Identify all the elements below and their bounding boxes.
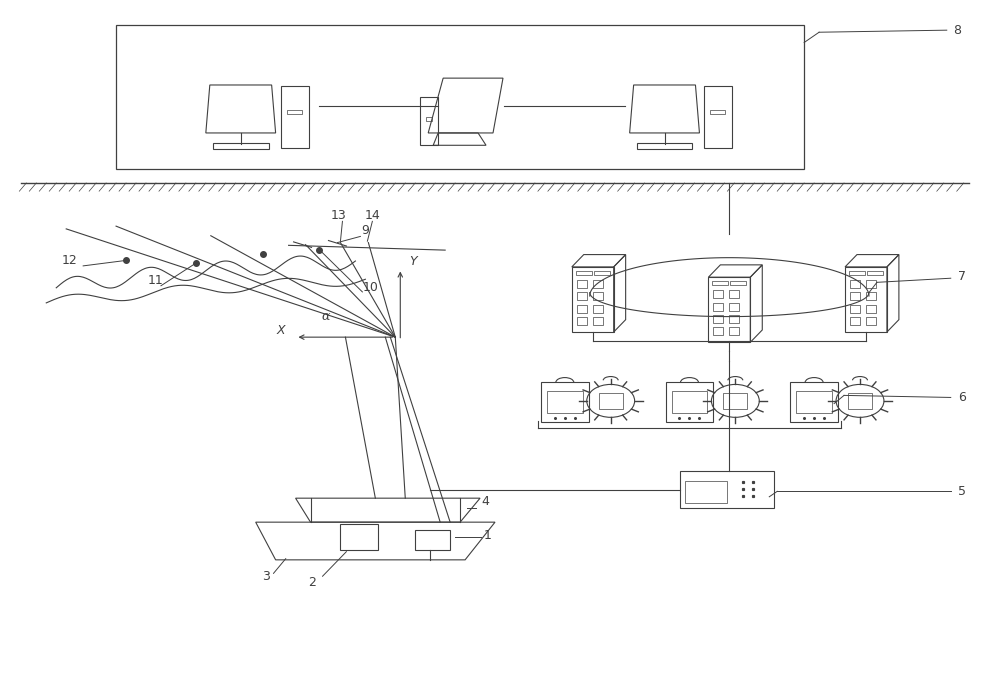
Bar <box>213 142 269 149</box>
Bar <box>729 303 739 311</box>
Bar <box>850 317 860 325</box>
Text: 13: 13 <box>331 209 346 222</box>
Bar <box>666 383 713 422</box>
Text: 8: 8 <box>953 23 961 36</box>
Bar <box>594 271 610 275</box>
Bar <box>340 524 378 550</box>
Text: α: α <box>321 310 330 323</box>
Bar <box>599 393 623 409</box>
Bar <box>577 280 587 288</box>
Bar <box>713 327 723 336</box>
Bar <box>415 530 450 550</box>
Bar <box>287 110 302 114</box>
Bar <box>729 327 739 336</box>
Bar <box>708 277 750 343</box>
Bar <box>577 305 587 313</box>
Text: 1: 1 <box>484 529 492 542</box>
Bar <box>593 292 603 301</box>
Bar <box>713 290 723 299</box>
Bar <box>729 315 739 323</box>
Bar <box>680 471 774 508</box>
Bar <box>730 281 746 286</box>
Bar <box>848 393 872 409</box>
Text: 11: 11 <box>148 275 164 288</box>
Bar <box>713 315 723 323</box>
Bar <box>593 317 603 325</box>
Text: 4: 4 <box>481 495 489 508</box>
Bar <box>713 303 723 311</box>
Text: 14: 14 <box>364 209 380 222</box>
Bar <box>845 267 887 332</box>
Bar <box>672 391 707 413</box>
Bar <box>593 280 603 288</box>
Bar <box>576 271 592 275</box>
Bar <box>426 117 432 120</box>
Bar <box>849 271 865 275</box>
Bar <box>420 97 438 145</box>
Bar <box>572 267 614 332</box>
Bar <box>866 317 876 325</box>
Bar <box>637 142 692 149</box>
Text: 3: 3 <box>262 570 270 583</box>
Bar <box>866 292 876 301</box>
Bar <box>593 305 603 313</box>
Text: Y: Y <box>409 255 417 268</box>
Text: 5: 5 <box>958 485 966 498</box>
Bar <box>729 290 739 299</box>
Bar <box>116 25 804 169</box>
Bar <box>577 292 587 301</box>
Bar <box>850 280 860 288</box>
Text: 7: 7 <box>958 270 966 283</box>
Bar <box>577 317 587 325</box>
Bar <box>796 391 832 413</box>
Bar <box>850 292 860 301</box>
Bar <box>723 393 747 409</box>
Bar <box>850 305 860 313</box>
Text: 10: 10 <box>362 281 378 294</box>
Bar <box>866 305 876 313</box>
Bar <box>790 383 838 422</box>
Text: 6: 6 <box>958 391 966 404</box>
Bar <box>704 87 732 148</box>
Bar <box>541 383 589 422</box>
Bar <box>710 110 725 114</box>
Bar <box>547 391 583 413</box>
Text: 9: 9 <box>361 224 369 237</box>
Bar <box>281 87 309 148</box>
Text: X: X <box>276 324 285 336</box>
Text: 2: 2 <box>309 576 316 589</box>
Text: 12: 12 <box>61 254 77 267</box>
Bar <box>867 271 883 275</box>
Bar <box>866 280 876 288</box>
Bar <box>712 281 728 286</box>
Bar <box>685 481 727 503</box>
